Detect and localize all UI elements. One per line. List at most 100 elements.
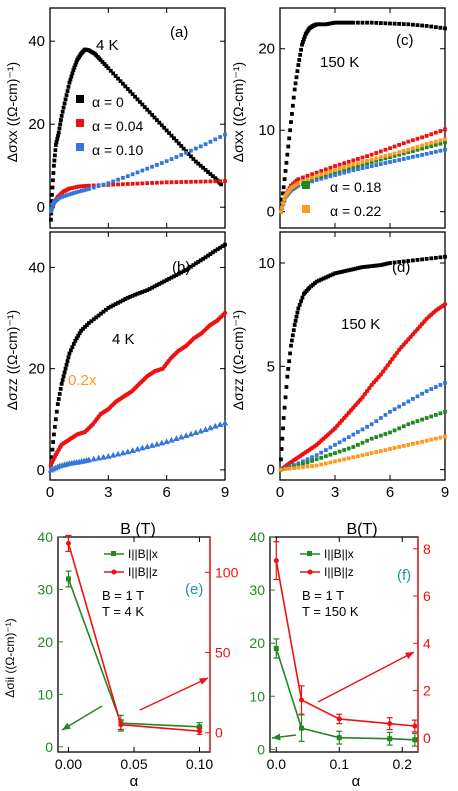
point-c-0-11 [288,128,292,133]
point-c-0-12 [289,120,293,124]
point-d-1-38 [364,388,370,394]
point-b-0-78 [198,258,203,263]
point-d-0-47 [349,267,353,272]
xlabel-d: B(T) [346,521,377,538]
ylabel-e: Δσii ((Ω-cm)⁻¹) [3,618,17,697]
point-d-3-30 [415,419,420,423]
panel-label-e: (e) [185,581,203,598]
point-d-0-22 [299,299,303,304]
point-b-2-33 [168,436,175,443]
point-b-0-61 [157,281,162,286]
point-c-0-50 [337,20,342,25]
point-c-0-27 [302,34,307,39]
ytick-label-e-1: 10 [37,686,53,702]
point-c-4-17 [319,172,324,177]
point-c-2-25 [356,167,360,172]
point-a-1-29 [111,182,116,187]
point-c-4-38 [415,145,420,149]
point-d-4-28 [406,442,411,447]
point-d-3-24 [388,430,392,435]
point-b-0-4 [51,432,56,437]
point-b-2-43 [216,421,224,428]
point-d-4-9 [319,462,324,467]
point-b-0-29 [81,326,85,331]
arrow-f-right-head [405,652,414,659]
point-d-2-13 [337,440,342,445]
point-d-0-41 [335,270,340,275]
point-d-4-21 [374,450,379,454]
point-b-0-26 [76,333,81,338]
panel-label-a: (a) [170,24,188,41]
arrow-f-left-head [272,733,281,741]
point-c-0-72 [424,24,429,28]
point-c-2-15 [310,179,314,184]
ytick-label-e-0: 0 [45,739,53,755]
point-a-0-77 [147,110,152,115]
point-d-4-29 [411,441,415,446]
legend-marker-f-x [307,551,312,556]
point-b-2-25 [129,447,136,453]
point-d-1-48 [387,360,393,365]
point-a-1-23 [84,183,89,188]
point-c-2-24 [351,168,356,173]
ytick-right-label-e-2: 100 [215,564,239,580]
point-d-1-49 [390,356,395,362]
point-d-4-27 [401,444,406,448]
point-d-4-1 [283,467,288,472]
point-c-2-17 [319,176,324,181]
xtick-label-b-1: 3 [104,484,112,501]
point-b-0-66 [169,275,174,280]
point-a-2-35 [159,161,164,165]
point-a-0-83 [162,125,167,130]
legend-f-z: I||B||z [324,565,354,579]
point-d-4-18 [360,453,365,458]
point-d-0-38 [328,273,333,278]
point-a-1-33 [130,181,135,186]
point-b-0-68 [174,273,179,277]
point-c-0-74 [433,25,438,30]
series-group-c [279,20,447,214]
point-d-3-8 [314,457,319,462]
point-a-0-81 [157,120,162,125]
point-c-0-41 [317,22,321,27]
point-c-4-21 [337,166,342,171]
point-b-0-15 [62,370,67,375]
point-c-4-20 [333,168,337,173]
point-b-0-31 [85,323,89,327]
point-a-2-1 [49,207,54,212]
point-a-0-108 [219,182,224,187]
point-c-0-68 [406,22,411,27]
legend-marker-2-4 [302,205,310,213]
point-c-1-33 [392,144,397,149]
point-c-1-29 [374,151,379,155]
point-b-0-47 [123,297,128,301]
point-b-0-55 [142,289,147,293]
xtick-label-d-1: 3 [331,484,339,501]
point-a-0-65 [118,79,123,84]
point-c-0-14 [290,103,295,108]
point-d-4-4 [296,465,301,470]
point-d-2-6 [305,457,310,462]
point-c-0-55 [349,20,353,25]
point-b-0-58 [150,285,154,290]
point-d-0-8 [285,374,290,379]
ytick-label-a-0: 0 [37,199,45,216]
point-c-4-22 [342,165,347,170]
point-b-0-1 [49,455,54,460]
point-a-2-48 [223,132,227,137]
ytick-right-label-e-1: 50 [215,645,231,661]
point-d-4-30 [415,440,420,445]
point-c-3-38 [415,147,420,152]
series-group-b [47,242,229,473]
point-c-2-43 [438,148,443,153]
arrow-f-right-shaft [317,651,415,703]
point-c-0-16 [292,87,297,92]
point-c-4-23 [346,163,351,168]
point-d-0-42 [337,270,342,275]
legend-f-x: I||B||x [324,547,354,561]
point-d-0-16 [292,323,297,327]
point-d-2-36 [443,380,447,385]
axes-c: 0 10 20 [258,7,446,229]
point-a-0-11 [53,148,58,153]
point-a-0-101 [206,170,210,174]
